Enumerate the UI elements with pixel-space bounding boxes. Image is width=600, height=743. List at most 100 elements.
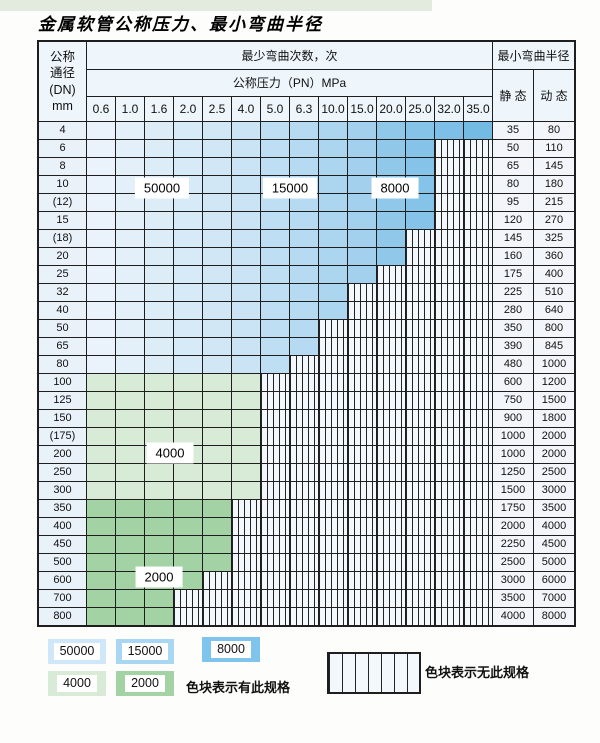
- legend-swatch-label: 50000: [53, 643, 101, 660]
- spec-cell-unavailable: [406, 338, 434, 355]
- spec-cell-unavailable: [348, 590, 376, 607]
- spec-cell-unavailable: [406, 590, 434, 607]
- dn-row-label: 700: [39, 590, 86, 607]
- pressure-tick: 32.0: [435, 97, 463, 121]
- spec-cell-unavailable: [435, 392, 463, 409]
- spec-cell-unavailable: [435, 482, 463, 499]
- spec-cell-unavailable: [377, 608, 405, 625]
- dynamic-radius-value: 360: [534, 248, 574, 265]
- spec-cell-available: [377, 140, 405, 157]
- spec-cell-available: [377, 122, 405, 139]
- spec-cell-available: [261, 356, 289, 373]
- spec-cell-available: [145, 302, 173, 319]
- spec-cell-available: [290, 140, 318, 157]
- spec-cell-unavailable: [174, 608, 202, 625]
- spec-cell-unavailable: [435, 158, 463, 175]
- legend-has-spec-text: 色块表示有此规格: [186, 680, 291, 695]
- spec-cell-unavailable: [290, 554, 318, 571]
- spec-cell-available: [145, 410, 173, 427]
- dynamic-radius-value: 4000: [534, 518, 574, 535]
- spec-cell-available: [232, 176, 260, 193]
- static-radius-value: 1500: [493, 482, 533, 499]
- static-radius-value: 750: [493, 392, 533, 409]
- zone-cycle-label: 15000: [262, 177, 318, 199]
- spec-cell-available: [232, 302, 260, 319]
- spec-cell-unavailable: [232, 608, 260, 625]
- spec-cell-available: [116, 374, 144, 391]
- static-radius-value: 1000: [493, 428, 533, 445]
- spec-cell-unavailable: [290, 608, 318, 625]
- spec-cell-available: [87, 554, 115, 571]
- spec-cell-available: [174, 464, 202, 481]
- dynamic-radius-value: 510: [534, 284, 574, 301]
- spec-cell-available: [145, 536, 173, 553]
- dn-row-label: 25: [39, 266, 86, 283]
- spec-cell-available: [87, 356, 115, 373]
- spec-cell-available: [145, 212, 173, 229]
- spec-cell-unavailable: [261, 572, 289, 589]
- static-radius-value: 80: [493, 176, 533, 193]
- dn-row-label: 400: [39, 518, 86, 535]
- spec-cell-unavailable: [290, 392, 318, 409]
- spec-cell-available: [87, 230, 115, 247]
- spec-cell-unavailable: [261, 392, 289, 409]
- spec-cell-available: [232, 338, 260, 355]
- spec-cell-available: [319, 266, 347, 283]
- dn-row-label: 300: [39, 482, 86, 499]
- dn-row-label: 450: [39, 536, 86, 553]
- spec-cell-unavailable: [348, 374, 376, 391]
- top-accent-strip: [0, 0, 432, 11]
- spec-cell-available: [203, 374, 231, 391]
- spec-cell-unavailable: [319, 356, 347, 373]
- spec-cell-unavailable: [348, 302, 376, 319]
- spec-cell-available: [377, 212, 405, 229]
- spec-cell-available: [87, 536, 115, 553]
- dynamic-radius-value: 400: [534, 266, 574, 283]
- legend-swatch-8000: 8000: [202, 637, 260, 662]
- spec-cell-unavailable: [319, 500, 347, 517]
- zone-cycle-label: 8000: [371, 177, 419, 199]
- dn-row-label: 10: [39, 176, 86, 193]
- dynamic-radius-value: 1200: [534, 374, 574, 391]
- spec-cell-unavailable: [435, 590, 463, 607]
- legend-swatch-label: 15000: [121, 643, 169, 660]
- spec-cell-available: [145, 428, 173, 445]
- spec-cell-unavailable: [319, 392, 347, 409]
- spec-cell-unavailable: [435, 194, 463, 211]
- spec-cell-available: [116, 482, 144, 499]
- spec-cell-unavailable: [261, 536, 289, 553]
- spec-cell-unavailable: [464, 212, 492, 229]
- static-radius-value: 3000: [493, 572, 533, 589]
- dynamic-radius-value: 7000: [534, 590, 574, 607]
- spec-cell-unavailable: [406, 392, 434, 409]
- spec-cell-unavailable: [406, 500, 434, 517]
- zone-cycle-label: 2000: [135, 566, 183, 588]
- dynamic-radius-value: 800: [534, 320, 574, 337]
- spec-cell-unavailable: [435, 320, 463, 337]
- spec-cell-available: [203, 446, 231, 463]
- spec-cell-unavailable: [435, 464, 463, 481]
- dynamic-radius-value: 845: [534, 338, 574, 355]
- dn-row-label: 4: [39, 122, 86, 139]
- spec-cell-available: [203, 122, 231, 139]
- static-radius-value: 95: [493, 194, 533, 211]
- spec-cell-available: [348, 194, 376, 211]
- pressure-tick: 2.0: [174, 97, 202, 121]
- spec-cell-unavailable: [435, 266, 463, 283]
- dn-row-label: 250: [39, 464, 86, 481]
- spec-cell-available: [290, 212, 318, 229]
- spec-cell-unavailable: [290, 536, 318, 553]
- spec-cell-available: [290, 284, 318, 301]
- spec-cell-available: [116, 302, 144, 319]
- spec-cell-available: [203, 266, 231, 283]
- spec-cell-available: [377, 248, 405, 265]
- spec-cell-unavailable: [435, 302, 463, 319]
- spec-cell-unavailable: [348, 284, 376, 301]
- dn-row-label: 20: [39, 248, 86, 265]
- spec-cell-available: [464, 122, 492, 139]
- spec-cell-available: [261, 266, 289, 283]
- spec-cell-unavailable: [464, 590, 492, 607]
- spec-cell-available: [87, 338, 115, 355]
- legend-swatch-15000: 15000: [116, 639, 174, 664]
- spec-cell-available: [232, 194, 260, 211]
